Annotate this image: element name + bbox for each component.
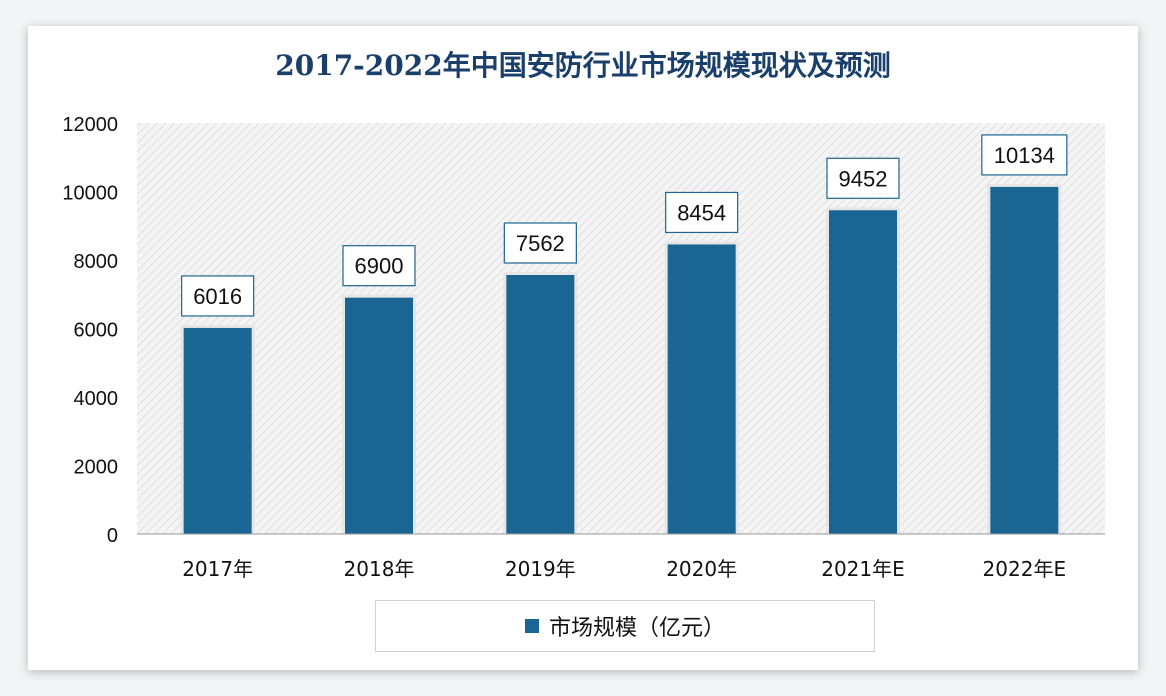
data-label-box xyxy=(665,191,739,234)
legend-swatch xyxy=(524,619,539,633)
x-tick-label: 2020年 xyxy=(666,557,737,581)
data-label: 9452 xyxy=(839,166,888,191)
x-tick-label: 2017年 xyxy=(182,557,253,581)
y-tick-label: 10000 xyxy=(62,183,118,205)
x-tick-label: 2022年E xyxy=(983,557,1067,581)
legend-label: 市场规模（亿元） xyxy=(548,616,725,641)
data-label: 10134 xyxy=(994,143,1055,168)
data-label-box xyxy=(981,134,1068,176)
data-label-box xyxy=(826,157,900,199)
chart-title: 2017-2022年中国安防行业市场规模现状及预测 xyxy=(275,49,891,82)
bar xyxy=(667,244,736,534)
bar xyxy=(345,297,413,534)
x-tick-label: 2019年 xyxy=(505,557,576,581)
data-label-box xyxy=(342,245,416,287)
bar xyxy=(990,186,1059,534)
bar xyxy=(829,210,897,535)
y-tick-label: 8000 xyxy=(74,251,119,273)
data-label-box xyxy=(503,222,577,264)
data-label: 7562 xyxy=(516,231,565,256)
x-tick-label: 2021年E xyxy=(821,557,905,581)
y-tick-label: 2000 xyxy=(74,457,119,479)
legend: 市场规模（亿元） xyxy=(375,600,875,652)
data-label: 6016 xyxy=(193,284,242,309)
bar xyxy=(506,275,575,534)
x-tick-label: 2018年 xyxy=(344,557,415,581)
y-tick-label: 12000 xyxy=(62,114,118,136)
y-tick-label: 4000 xyxy=(74,388,119,410)
y-tick-label: 6000 xyxy=(74,320,119,342)
bar xyxy=(183,327,252,534)
y-tick-label: 0 xyxy=(107,525,118,547)
plot-area xyxy=(137,123,1105,534)
data-label-box xyxy=(181,275,255,317)
data-label: 8454 xyxy=(677,200,726,225)
data-label: 6900 xyxy=(355,254,404,279)
